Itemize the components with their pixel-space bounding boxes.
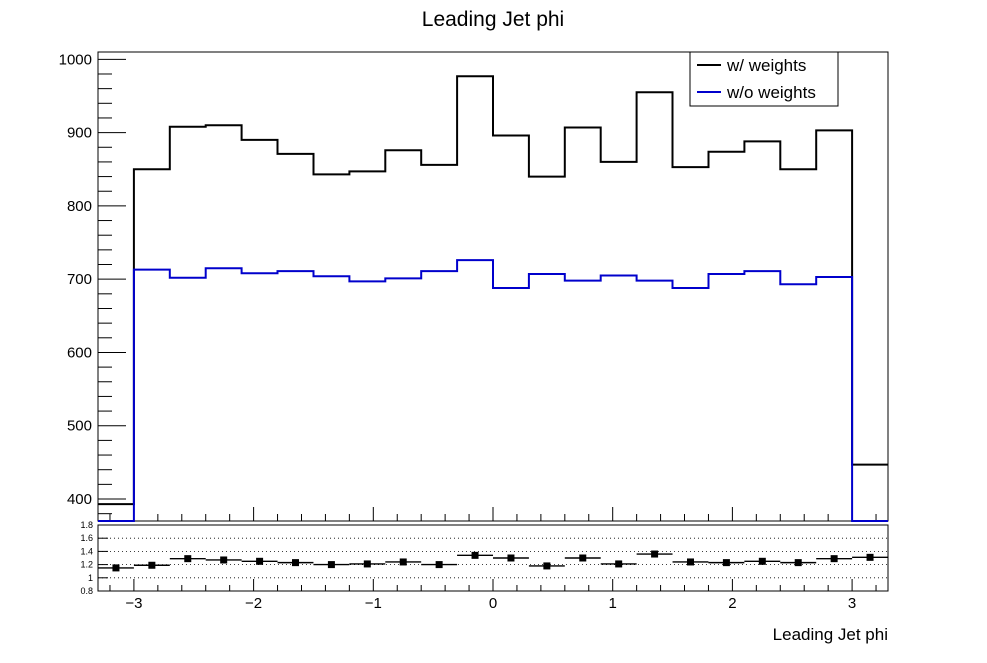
x-axis-label: Leading Jet phi <box>773 625 888 644</box>
chart-title: Leading Jet phi <box>422 8 564 31</box>
ratio-y-tick-label: 1.2 <box>80 560 93 570</box>
ratio-points <box>98 550 888 572</box>
y-tick-label: 900 <box>67 125 92 142</box>
ratio-y-tick-label: 1.6 <box>80 533 93 543</box>
ratio-point <box>830 555 838 563</box>
main-y-axis: 400 500 600 700 800 900 1000 <box>59 51 126 515</box>
ratio-point <box>579 554 587 562</box>
ratio-point <box>327 561 335 569</box>
ratio-point <box>687 558 694 566</box>
legend-label-wo-weights: w/o weights <box>726 83 816 102</box>
x-tick-label: −2 <box>245 595 262 612</box>
series-w-weights-line <box>98 75 888 506</box>
ratio-y-tick-label: 1.4 <box>80 546 93 556</box>
ratio-point <box>507 554 515 562</box>
ratio-point <box>256 557 264 565</box>
ratio-point <box>184 555 192 563</box>
legend: w/ weights w/o weights <box>689 51 839 107</box>
ratio-point <box>435 561 443 569</box>
ratio-point <box>758 557 766 565</box>
x-tick-label: −3 <box>125 595 142 612</box>
legend-label-w-weights: w/ weights <box>726 56 806 75</box>
y-tick-label: 600 <box>67 344 92 361</box>
y-tick-label: 400 <box>67 491 92 508</box>
x-tick-label: −1 <box>365 595 382 612</box>
y-tick-label: 500 <box>67 418 92 435</box>
x-tick-label: 2 <box>728 595 736 612</box>
y-tick-label: 1000 <box>59 51 92 68</box>
series-wo-weights-line <box>98 259 888 522</box>
ratio-y-tick-label: 1 <box>88 573 93 583</box>
ratio-point <box>292 559 299 567</box>
ratio-point <box>399 558 407 566</box>
ratio-y-tick-label: 0.8 <box>80 586 93 596</box>
ratio-point <box>722 559 730 567</box>
y-tick-label: 800 <box>67 198 92 215</box>
ratio-point <box>543 562 551 570</box>
ratio-point <box>794 559 802 567</box>
ratio-point <box>866 553 874 561</box>
main-x-axis <box>109 507 877 521</box>
ratio-point <box>471 551 479 559</box>
ratio-x-axis: −3 −2 −1 0 1 2 3 <box>109 579 877 612</box>
ratio-y-axis: 0.8 1 1.2 1.4 1.6 1.8 <box>80 520 108 596</box>
x-tick-label: 1 <box>609 595 617 612</box>
ratio-point <box>651 550 659 558</box>
x-tick-label: 3 <box>848 595 856 612</box>
ratio-point <box>148 561 156 569</box>
ratio-point <box>220 556 228 564</box>
y-tick-label: 700 <box>67 271 92 288</box>
x-tick-label: 0 <box>489 595 497 612</box>
legend-box <box>689 51 839 107</box>
ratio-point <box>112 564 120 572</box>
ratio-point <box>615 560 623 568</box>
ratio-y-tick-label: 1.8 <box>80 520 93 530</box>
ratio-point <box>363 560 371 568</box>
